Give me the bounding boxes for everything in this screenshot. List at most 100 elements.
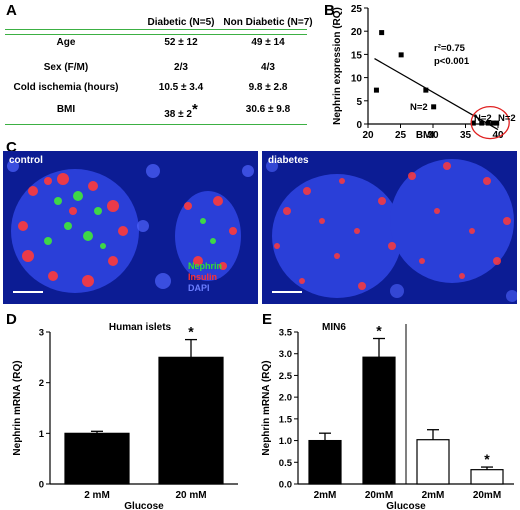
data-point [423,87,429,93]
cell-bmi-diabetic: 38 ± 2* [136,101,226,121]
cell-age-non-diabetic: 49 ± 14 [251,37,285,48]
table-header-rule [5,34,307,35]
cell-bmi-diabetic-value: 38 ± 2 [164,109,192,120]
row-label-cold-ischemia: Cold ischemia (hours) [13,82,119,93]
cell-cold-ischemia-diabetic: 10.5 ± 3.4 [158,82,204,93]
bar [470,469,504,485]
data-point [494,120,500,126]
panel-label-b: B [324,2,335,19]
x-tick-label: 2mM [422,490,445,501]
min6-bar-chart: 0.0 0.5 1.0 1.5 2.0 2.5 3.0 3.5 2mM 20mM * 2mM 20mM *… [261,322,514,510]
significance-asterisk: * [188,324,194,340]
table-bottom-rule [5,124,307,125]
cell-sex-diabetic: 2/3 [174,62,188,73]
bar [416,439,450,485]
bar [158,356,224,485]
x-tick-label: 25 [395,130,407,140]
row-label-age: Age [56,37,76,48]
cell-sex-non-diabetic: 4/3 [261,62,275,73]
p-value-label: p<0.001 [434,56,470,67]
data-point [398,52,404,58]
y-axis-title: Nephrin mRNA (RQ) [261,360,272,455]
x-tick-label: 2 mM [84,490,110,501]
y-tick-label: 20 [351,27,363,38]
panel-label-a: A [6,2,17,19]
micrograph-diabetes-image [262,151,517,304]
human-islets-bar-chart: 0 1 2 3 2 mM 20 mM * Human islets Glucose Nephrin… [12,322,238,510]
y-tick-label: 1.5 [279,414,293,425]
y-tick-label: 2.0 [279,393,292,404]
y-tick-label: 0 [356,120,362,131]
data-point [373,87,379,93]
x-tick-label: 40 [492,130,504,140]
x-tick-label: 20 [362,130,374,140]
y-tick-label: 0.5 [279,458,293,469]
y-tick-label: 5 [356,97,362,108]
data-point [431,104,437,110]
n-label: N=2 [498,113,516,124]
patient-table: Diabetic (N=5) Non Diabetic (N=7) Age 52… [0,0,320,135]
data-point [485,120,491,126]
chart-title: Human islets [109,322,172,333]
micrograph-control-label: control [9,155,43,166]
x-axis-title: BMI [416,130,435,140]
highlight-circle [470,105,510,140]
panel-label-d: D [6,311,17,328]
x-axis-title: Glucose [386,501,426,510]
micrograph-control: control Nephrin Insulin DAPI [3,151,258,304]
significance-asterisk: * [376,323,382,339]
y-axis-title: Nephrin expression (RQ) [332,7,343,125]
y-tick-label: 1 [39,429,45,440]
cell-cold-ischemia-non-diabetic: 9.8 ± 2.8 [248,82,288,93]
bar [362,356,396,485]
y-tick-label: 2 [39,378,44,389]
data-point [470,120,476,126]
x-tick-label: 20mM [365,490,393,501]
y-tick-label: 15 [351,50,363,61]
table-top-rule [5,29,307,30]
r-squared-label: r²=0.75 [434,43,466,54]
y-axis-title: Nephrin mRNA (RQ) [12,360,23,455]
y-tick-label: 3.5 [279,328,293,339]
micrograph-control-image [3,151,258,304]
x-tick-label: 30 [427,130,439,140]
column-header-non-diabetic: Non Diabetic (N=7) [223,17,313,28]
significance-marker: * [191,101,198,118]
y-tick-label: 2.5 [279,371,293,382]
micrograph-diabetes-label: diabetes [268,155,309,166]
n-label: N=2 [474,113,492,124]
cell-age-diabetic: 52 ± 12 [164,37,198,48]
data-point [479,120,485,126]
bar [308,439,342,485]
n-label: N=2 [410,102,428,113]
regression-line [374,58,499,131]
row-label-bmi: BMI [56,104,76,115]
y-tick-label: 25 [351,4,363,15]
column-header-diabetic: Diabetic (N=5) [147,17,215,28]
legend-insulin: Insulin [188,272,217,282]
y-tick-label: 3.0 [279,349,292,360]
x-axis-title: Glucose [124,501,164,510]
legend-nephrin: Nephrin [188,261,223,271]
x-tick-label: 20 mM [175,490,206,501]
significance-asterisk: * [484,451,490,467]
bmi-nephrin-scatter-chart: 0 5 10 15 20 25 20 25 30 35 40 BMI Nephrin expressio… [332,4,516,140]
legend-dapi: DAPI [188,283,210,293]
y-tick-label: 0.0 [279,480,292,491]
y-tick-label: 1.0 [279,436,292,447]
bar [64,432,130,485]
chart-title: MIN6 [322,322,346,333]
panel-label-e: E [262,311,273,328]
y-tick-label: 3 [39,328,44,339]
row-label-sex: Sex (F/M) [43,62,89,73]
data-point [490,120,496,126]
panel-label-c: C [6,139,17,156]
x-tick-label: 20mM [473,490,501,501]
x-tick-label: 2mM [314,490,337,501]
micrograph-diabetes: diabetes [262,151,517,304]
x-tick-label: 35 [460,130,472,140]
y-tick-label: 0 [39,480,44,491]
y-tick-label: 10 [351,74,363,85]
cell-bmi-non-diabetic: 30.6 ± 9.8 [245,104,291,115]
data-point [379,30,385,36]
